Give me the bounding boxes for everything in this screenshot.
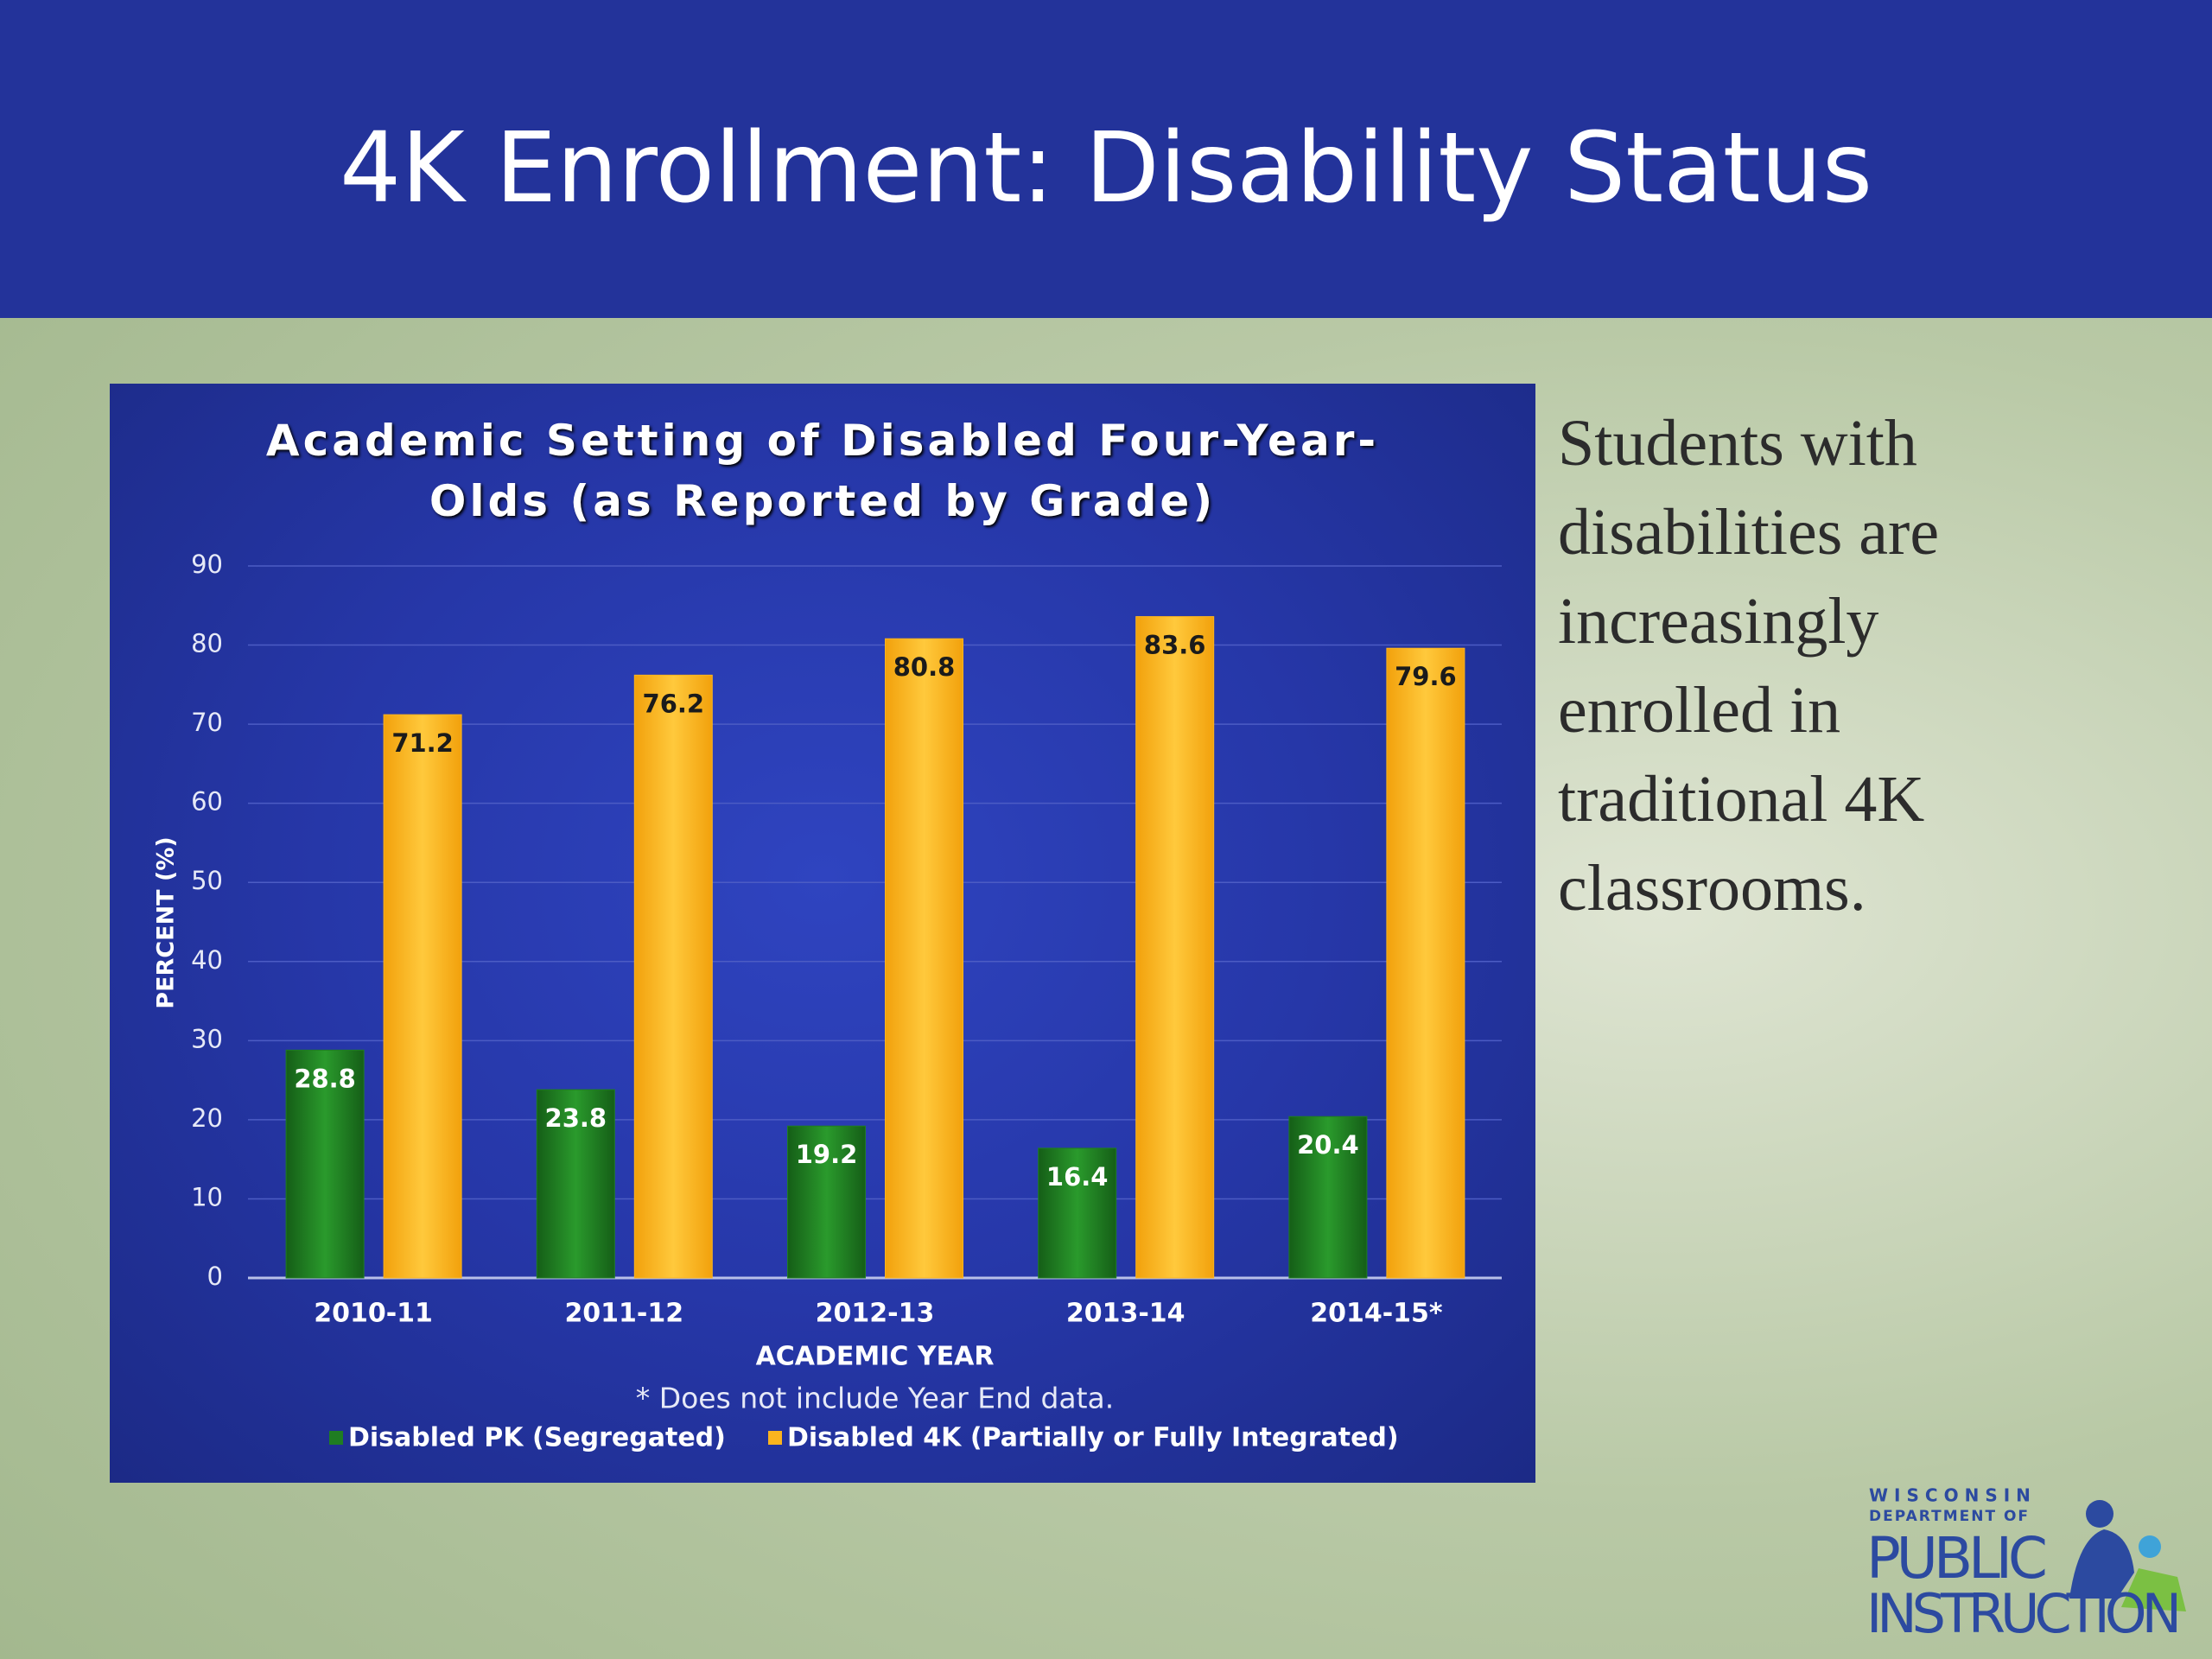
y-axis-label: PERCENT (%) xyxy=(153,836,180,1008)
x-tick-label: 2014-15* xyxy=(1310,1299,1443,1329)
x-tick-label: 2011-12 xyxy=(564,1299,683,1329)
data-label: 71.2 xyxy=(391,728,454,758)
bar xyxy=(1288,1116,1368,1279)
y-tick-label: 30 xyxy=(191,1024,223,1053)
data-label: 23.8 xyxy=(545,1103,607,1133)
y-tick-label: 20 xyxy=(191,1103,223,1133)
y-tick-label: 0 xyxy=(207,1262,223,1291)
legend-swatch xyxy=(329,1431,343,1445)
data-label: 76.2 xyxy=(643,689,705,718)
y-tick-label: 50 xyxy=(191,866,223,895)
x-tick-label: 2012-13 xyxy=(816,1299,935,1329)
data-label: 28.8 xyxy=(294,1064,356,1093)
y-tick-label: 80 xyxy=(191,629,223,658)
legend-label: Disabled PK (Segregated) xyxy=(348,1423,726,1453)
body-text: Students with disabilities are increasin… xyxy=(1558,407,1940,925)
header-bar xyxy=(0,0,2212,318)
bar xyxy=(1386,647,1465,1279)
data-label: 16.4 xyxy=(1046,1162,1109,1192)
y-tick-label: 60 xyxy=(191,787,223,817)
logo-text: PUBLIC xyxy=(1866,1525,2048,1592)
chart-title: Academic Setting of Disabled Four-Year-O… xyxy=(265,416,1380,526)
data-label: 20.4 xyxy=(1297,1130,1359,1160)
data-label: 83.6 xyxy=(1144,631,1206,660)
bar xyxy=(1038,1147,1117,1279)
data-label: 80.8 xyxy=(893,652,956,682)
y-tick-label: 10 xyxy=(191,1182,223,1211)
y-tick-label: 40 xyxy=(191,945,223,975)
x-tick-label: 2010-11 xyxy=(314,1299,433,1329)
logo-text: WISCONSIN xyxy=(1869,1485,2037,1506)
bar xyxy=(383,714,462,1279)
bar xyxy=(633,674,713,1279)
x-tick-label: 2013-14 xyxy=(1066,1299,1185,1329)
bar xyxy=(1135,616,1215,1279)
legend-swatch xyxy=(768,1431,782,1445)
logo-text: DEPARTMENT OF xyxy=(1869,1508,2030,1525)
x-axis-label: ACADEMIC YEAR xyxy=(756,1342,995,1372)
data-label: 19.2 xyxy=(796,1140,858,1169)
logo-icon xyxy=(2069,1500,2186,1611)
chart-panel xyxy=(110,384,1535,1483)
y-tick-label: 90 xyxy=(191,550,223,579)
bar xyxy=(787,1125,866,1279)
logo-text: INSTRUCTION xyxy=(1866,1582,2182,1645)
chart-note: * Does not include Year End data. xyxy=(636,1382,1115,1415)
bar xyxy=(285,1049,365,1279)
legend-label: Disabled 4K (Partially or Fully Integrat… xyxy=(787,1423,1399,1453)
bar xyxy=(536,1089,615,1279)
y-tick-label: 70 xyxy=(191,708,223,737)
data-label: 79.6 xyxy=(1395,662,1457,691)
slide-title: 4K Enrollment: Disability Status xyxy=(339,112,1873,225)
bar xyxy=(885,638,963,1279)
